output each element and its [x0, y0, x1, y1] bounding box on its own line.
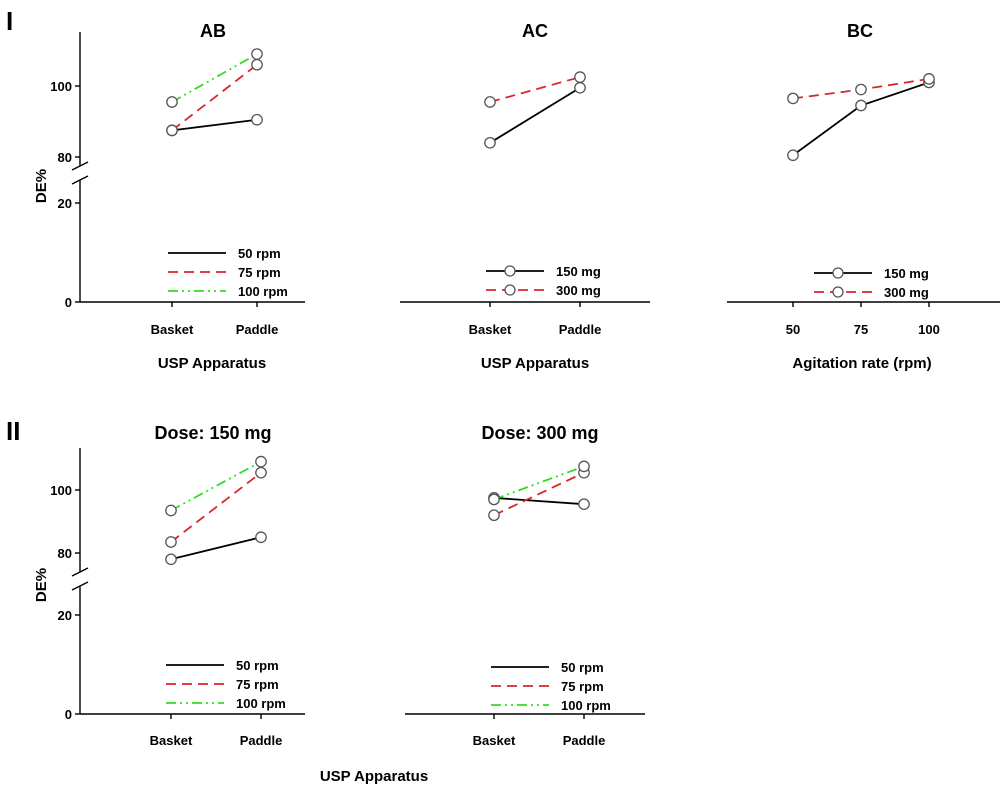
- x-tick-label: Basket: [473, 733, 516, 748]
- chart-panel-3: BC 50 75 100 150 mg 300 mg Agitation rate (rpm…: [727, 21, 1000, 372]
- y-tick-label: 0: [65, 295, 72, 310]
- y-axis-title-row1: DE%: [33, 169, 50, 203]
- axis-break-mark: [71, 581, 89, 591]
- data-point-marker: [251, 48, 263, 60]
- data-point-marker: [165, 553, 177, 566]
- chart-title: Dose: 300 mg: [481, 423, 598, 443]
- legend-label: 50 rpm: [561, 660, 604, 675]
- legend-marker: [504, 284, 516, 296]
- chart-title: AC: [522, 21, 548, 41]
- data-point-marker: [255, 455, 267, 468]
- legend-label: 50 rpm: [236, 658, 279, 673]
- x-tick-label: 75: [854, 322, 868, 337]
- legend-label: 50 rpm: [238, 246, 281, 261]
- x-axis-title-row2: USP Apparatus: [320, 768, 428, 785]
- series-line-50-rpm: [171, 118, 258, 132]
- legend-label: 75 rpm: [238, 265, 281, 280]
- series-line-75-rpm: [171, 63, 258, 132]
- x-tick-label: Basket: [151, 322, 194, 337]
- data-point-marker: [855, 83, 867, 96]
- series-line-300-mg: [489, 76, 581, 103]
- series-line-150-mg: [489, 87, 581, 144]
- axis-break-mark: [71, 567, 89, 577]
- data-point-marker: [251, 58, 263, 71]
- chart-panel-2: AC Basket Paddle 150 mg 300 mg USP Apparatus: [400, 21, 650, 372]
- data-point-marker: [484, 136, 496, 149]
- x-axis-title: USP Apparatus: [158, 355, 266, 372]
- y-tick-label: 100: [50, 483, 72, 498]
- chart-title: BC: [847, 21, 873, 41]
- y-tick-label: 80: [58, 150, 72, 165]
- data-point-marker: [578, 498, 590, 511]
- y-tick-label: 80: [58, 546, 72, 561]
- axis-break-mark: [71, 175, 89, 185]
- panel-label-II: II: [6, 416, 20, 446]
- series-line-100-rpm: [170, 460, 262, 512]
- legend-label: 150 mg: [884, 266, 929, 281]
- legend-marker: [832, 267, 844, 279]
- x-tick-label: Paddle: [563, 733, 606, 748]
- chart-panel-1: AB Basket Paddle 0 20 80 100 50 rpm 75 rpm 100 rp…: [50, 21, 305, 372]
- legend-label: 100 rpm: [561, 698, 611, 713]
- data-point-marker: [488, 509, 500, 522]
- data-point-marker: [484, 96, 496, 108]
- data-point-marker: [488, 493, 500, 506]
- legend-label: 75 rpm: [236, 677, 279, 692]
- data-point-marker: [166, 124, 178, 137]
- legend-label: 300 mg: [884, 285, 929, 300]
- x-tick-label: 50: [786, 322, 800, 337]
- y-tick-label: 20: [58, 196, 72, 211]
- chart-title: AB: [200, 21, 226, 41]
- y-axis-title-row2: DE%: [33, 568, 50, 602]
- data-point-marker: [255, 531, 267, 544]
- chart-panel-4: Dose: 150 mg Basket Paddle 0 20 80 100 50 rpm 75…: [50, 423, 305, 748]
- x-tick-label: Basket: [150, 733, 193, 748]
- x-tick-label: Paddle: [559, 322, 602, 337]
- chart-title: Dose: 150 mg: [154, 423, 271, 443]
- series-line-75-rpm: [493, 471, 585, 517]
- x-tick-label: Paddle: [236, 322, 279, 337]
- data-point-marker: [574, 81, 586, 94]
- legend-label: 150 mg: [556, 264, 601, 279]
- x-axis-title: USP Apparatus: [481, 355, 589, 372]
- data-point-marker: [574, 71, 586, 83]
- x-tick-label: Basket: [469, 322, 512, 337]
- data-point-marker: [787, 92, 799, 105]
- y-tick-label: 0: [65, 707, 72, 722]
- data-point-marker: [166, 96, 178, 108]
- x-tick-label: 100: [918, 322, 940, 337]
- legend-label: 100 rpm: [236, 696, 286, 711]
- series-line-50-rpm: [493, 496, 585, 506]
- series-line-50-rpm: [170, 536, 262, 561]
- y-tick-label: 20: [58, 608, 72, 623]
- series-line-75-rpm: [170, 471, 262, 543]
- data-point-marker: [923, 73, 935, 85]
- chart-panel-5: Dose: 300 mg Basket Paddle 50 rpm 75 rpm 100 …: [405, 423, 645, 748]
- data-point-marker: [165, 536, 177, 548]
- x-tick-label: Paddle: [240, 733, 283, 748]
- legend-label: 300 mg: [556, 283, 601, 298]
- axis-break-mark: [71, 161, 89, 171]
- data-point-marker: [165, 504, 177, 517]
- data-point-marker: [251, 113, 263, 126]
- legend-marker: [832, 286, 844, 298]
- legend-label: 75 rpm: [561, 679, 604, 694]
- series-line-100-rpm: [171, 53, 258, 103]
- x-axis-title: Agitation rate (rpm): [792, 355, 931, 372]
- data-point-marker: [255, 466, 267, 479]
- y-tick-label: 100: [50, 79, 72, 94]
- legend-label: 100 rpm: [238, 284, 288, 299]
- data-point-marker: [578, 460, 590, 473]
- series-line-100-rpm: [493, 465, 585, 501]
- data-point-marker: [787, 149, 799, 162]
- data-point-marker: [855, 99, 867, 112]
- legend-marker: [504, 265, 516, 277]
- panel-label-I: I: [6, 6, 13, 36]
